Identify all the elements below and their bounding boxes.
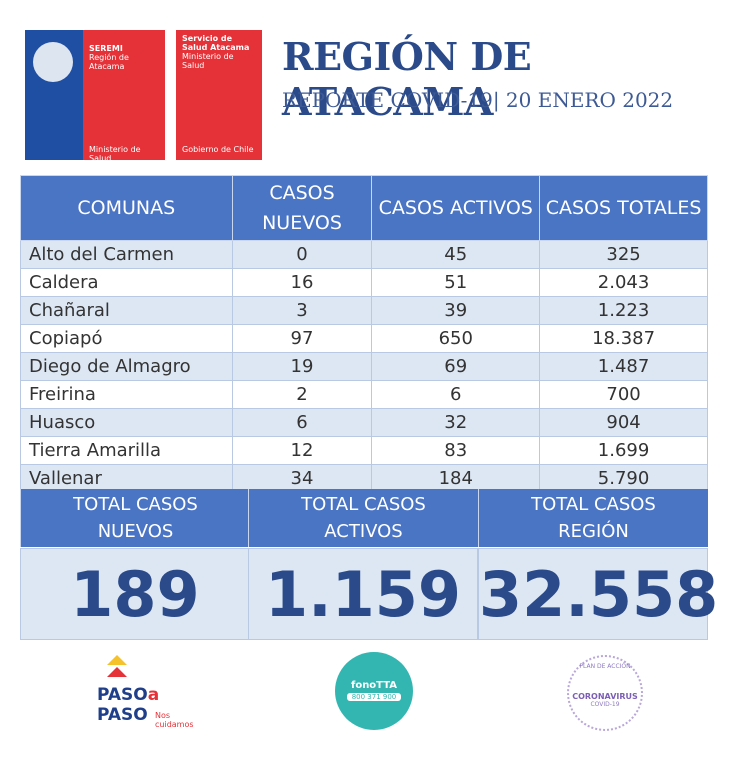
table-cell: 12: [231, 436, 373, 465]
table-cell: 1.223: [539, 296, 708, 325]
table-cell: 69: [371, 352, 541, 381]
table-cell: Tierra Amarilla: [20, 436, 233, 465]
logo-title: SEREMI: [89, 44, 123, 53]
logo-footer: Ministerio de Salud: [89, 145, 141, 163]
table-cell: Huasco: [20, 408, 233, 437]
logo-subtitle: Región de Atacama: [89, 53, 129, 71]
paso-tag: Nos cuidamos: [155, 711, 194, 729]
table-row: Tierra Amarilla 12 83 1.699: [20, 436, 708, 465]
table-cell: 83: [371, 436, 541, 465]
table-cell: 32: [371, 408, 541, 437]
subtitle: REPORTE COVID-19| 20 ENERO 2022: [282, 88, 674, 112]
column-header: CASOS TOTALES: [539, 175, 708, 241]
seremi-logo: SEREMI Región de Atacama Ministerio de Sa…: [25, 30, 165, 163]
total-label-text: TOTAL CASOS NUEVOS: [73, 494, 198, 542]
table-cell: 184: [371, 464, 541, 493]
table-cell: 34: [231, 464, 373, 493]
total-value: 189: [20, 548, 250, 640]
table-row: Caldera 16 51 2.043: [20, 268, 708, 297]
table-row: Huasco 6 32 904: [20, 408, 708, 437]
logo-footer: Gobierno de Chile: [182, 145, 254, 154]
table-cell: Freirina: [20, 380, 233, 409]
fono-name: fonoTTA: [350, 680, 398, 691]
total-label-text: TOTAL CASOS ACTIVOS: [301, 494, 426, 542]
plan-bottom: COVID-19: [590, 701, 620, 708]
plan-top: PLAN DE ACCIÓN: [579, 663, 631, 670]
paso-text: a: [147, 685, 160, 705]
table-cell: 650: [371, 324, 541, 353]
plan-main: CORONAVIRUS: [572, 692, 638, 701]
paso-text: PASO: [97, 685, 148, 705]
table-cell: 325: [539, 240, 708, 269]
cases-table: COMUNAS CASOS NUEVOS CASOS ACTIVOS CASOS TO…: [20, 175, 708, 493]
table-cell: 2.043: [539, 268, 708, 297]
logo-title: Servicio de Salud Atacama: [182, 34, 250, 52]
table-cell: 18.387: [539, 324, 708, 353]
table-cell: Chañaral: [20, 296, 233, 325]
table-cell: Caldera: [20, 268, 233, 297]
total-label: TOTAL CASOS REGIÓN: [478, 489, 708, 547]
table-cell: 6: [371, 380, 541, 409]
total-label: TOTAL CASOS ACTIVOS: [248, 489, 478, 547]
table-row: Diego de Almagro 19 69 1.487: [20, 352, 708, 381]
table-cell: Diego de Almagro: [20, 352, 233, 381]
total-label: TOTAL CASOS NUEVOS: [20, 489, 250, 547]
table-cell: 39: [371, 296, 541, 325]
logo-subtitle: Ministerio de Salud: [182, 52, 234, 70]
table-cell: 5.790: [539, 464, 708, 493]
plan-logo: PLAN DE ACCIÓN CORONAVIRUS COVID-19: [567, 655, 643, 731]
title: REGIÓN DE ATACAMA: [282, 34, 532, 124]
table-row: Copiapó 97 650 18.387: [20, 324, 708, 353]
total-value: 1.159: [248, 548, 478, 640]
table-cell: Vallenar: [20, 464, 233, 493]
table-cell: 0: [231, 240, 373, 269]
table-cell: 1.699: [539, 436, 708, 465]
table-cell: 51: [371, 268, 541, 297]
fonotta-logo: fonoTTA 800 371 900: [335, 652, 413, 730]
table-cell: 2: [231, 380, 373, 409]
table-row: Alto del Carmen 0 45 325: [20, 240, 708, 269]
table-row: Vallenar 34 184 5.790: [20, 464, 708, 493]
table-cell: 1.487: [539, 352, 708, 381]
table-cell: 3: [231, 296, 373, 325]
servicio-logo: Servicio de Salud Atacama Ministerio de S…: [176, 30, 262, 160]
table-cell: Alto del Carmen: [20, 240, 233, 269]
table-cell: Copiapó: [20, 324, 233, 353]
table-cell: 45: [371, 240, 541, 269]
total-label-text: TOTAL CASOS REGIÓN: [531, 494, 656, 542]
paso-a-paso-logo: PASOa PASO Nos cuidamos: [85, 655, 215, 730]
table-row: Freirina 2 6 700: [20, 380, 708, 409]
table-cell: 904: [539, 408, 708, 437]
table-cell: 19: [231, 352, 373, 381]
table-cell: 16: [231, 268, 373, 297]
column-header: CASOS ACTIVOS: [371, 175, 541, 241]
table-cell: 97: [231, 324, 373, 353]
table-row: Chañaral 3 39 1.223: [20, 296, 708, 325]
fono-number: 800 371 900: [347, 693, 401, 701]
table-cell: 6: [231, 408, 373, 437]
table-cell: 700: [539, 380, 708, 409]
total-value: 32.558: [478, 548, 718, 640]
column-header: COMUNAS: [20, 175, 233, 241]
paso-text: PASO: [97, 705, 148, 725]
column-header: CASOS NUEVOS: [231, 175, 373, 241]
